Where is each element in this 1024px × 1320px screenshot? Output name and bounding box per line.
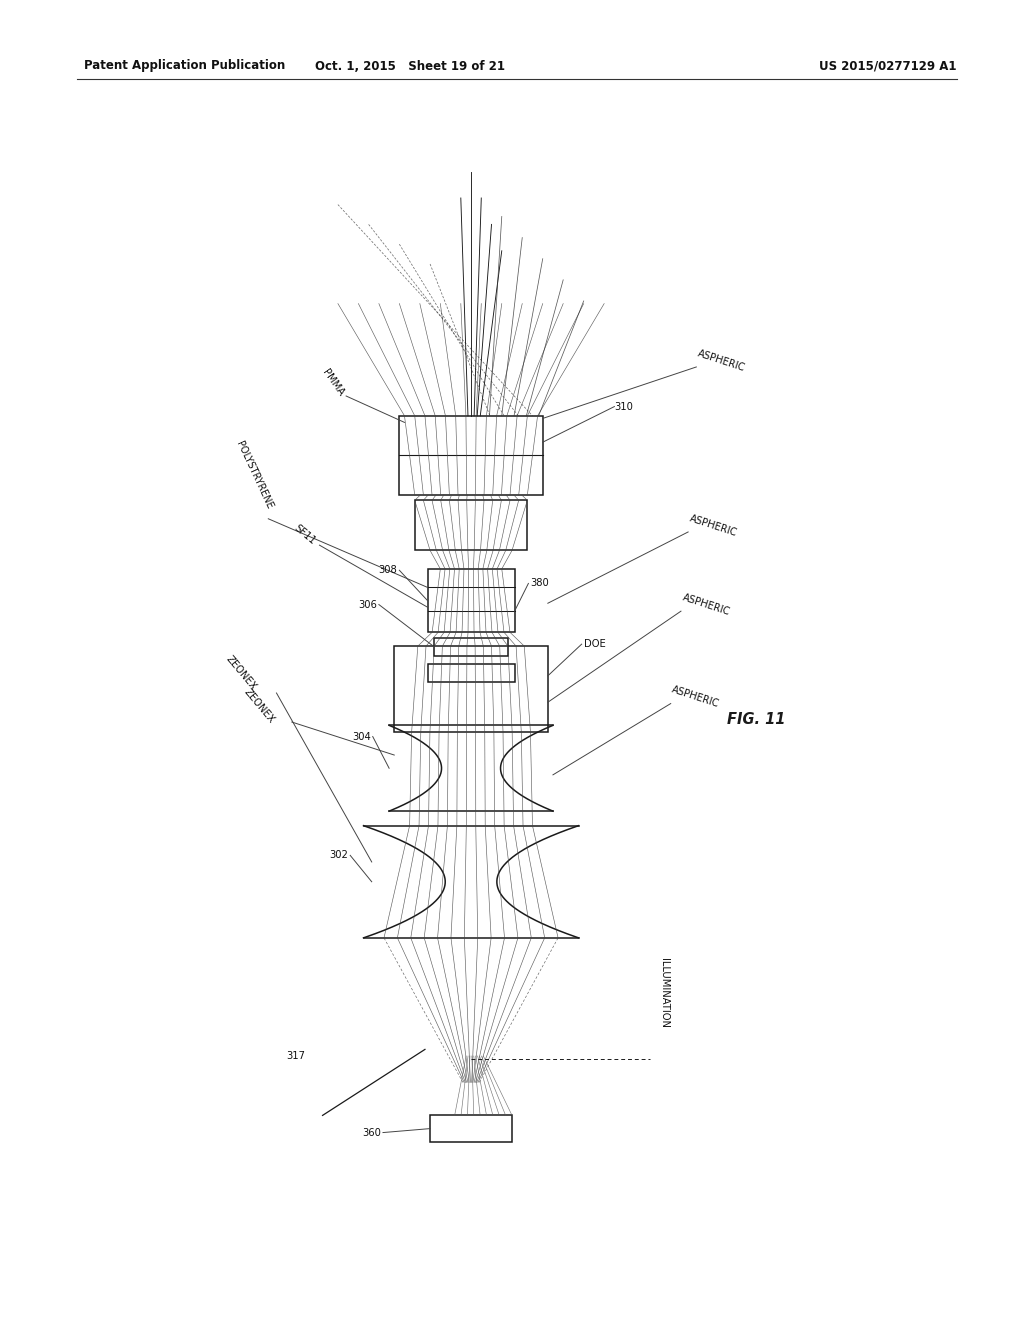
Bar	[399, 416, 543, 495]
Text: Patent Application Publication: Patent Application Publication	[84, 59, 286, 73]
Text: ZEONEX: ZEONEX	[223, 655, 258, 692]
Text: ZEONEX: ZEONEX	[242, 688, 276, 725]
Bar	[434, 638, 508, 656]
Text: Oct. 1, 2015   Sheet 19 of 21: Oct. 1, 2015 Sheet 19 of 21	[314, 59, 505, 73]
Text: POLYSTRYRENE: POLYSTRYRENE	[233, 440, 274, 511]
Text: FIG. 11: FIG. 11	[727, 711, 785, 727]
Bar	[394, 647, 548, 731]
Bar	[415, 500, 527, 550]
Text: 302: 302	[330, 850, 348, 861]
Text: PMMA: PMMA	[321, 367, 345, 399]
Text: 304: 304	[352, 731, 371, 742]
Text: ASPHERIC: ASPHERIC	[688, 513, 738, 537]
Text: SF11: SF11	[292, 523, 317, 546]
Text: US 2015/0277129 A1: US 2015/0277129 A1	[819, 59, 956, 73]
Text: ILLUMINATION: ILLUMINATION	[658, 957, 669, 1028]
Text: 308: 308	[379, 565, 397, 576]
Text: 306: 306	[358, 599, 377, 610]
Bar	[430, 1115, 512, 1142]
Bar	[428, 569, 515, 632]
Bar	[428, 664, 515, 682]
Text: 380: 380	[530, 578, 549, 589]
Text: 317: 317	[286, 1051, 305, 1061]
Text: ASPHERIC: ASPHERIC	[696, 348, 746, 372]
Text: ASPHERIC: ASPHERIC	[681, 593, 731, 616]
Text: 310: 310	[614, 401, 633, 412]
Text: DOE: DOE	[584, 639, 605, 649]
Text: 360: 360	[362, 1127, 381, 1138]
Text: ASPHERIC: ASPHERIC	[671, 685, 721, 709]
